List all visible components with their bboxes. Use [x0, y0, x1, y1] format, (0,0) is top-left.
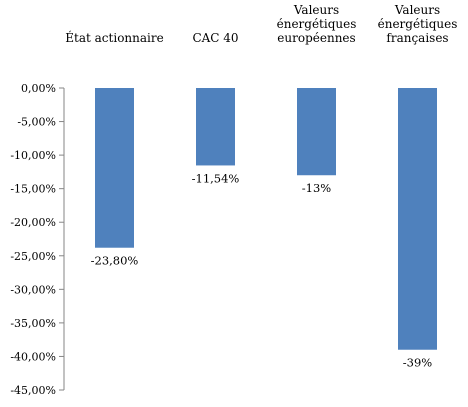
- bars: [95, 88, 437, 350]
- bar: [196, 88, 235, 166]
- data-label: -23,80%: [91, 254, 139, 268]
- y-tick-label: -5,00%: [17, 116, 56, 129]
- y-tick-label: -20,00%: [10, 216, 56, 229]
- bar: [95, 88, 134, 248]
- y-tick-label: 0,00%: [21, 82, 56, 95]
- category-label: Valeurs: [293, 3, 339, 17]
- bar: [297, 88, 336, 176]
- category-label: État actionnaire: [65, 30, 163, 45]
- y-axis: 0,00% -5,00% -10,00% -15,00% -20,00% -25,00% -…: [10, 82, 65, 397]
- y-tick-label: -40,00%: [10, 350, 56, 363]
- labels: -23,80% État actionnaire -11,54% CAC 40 -13%…: [65, 3, 457, 370]
- category-label: énergétiques: [277, 17, 357, 31]
- category-label: énergétiques: [378, 17, 458, 31]
- y-tick-label: -30,00%: [10, 283, 56, 296]
- category-label: Valeurs: [394, 3, 440, 17]
- y-tick-label: -45,00%: [10, 384, 56, 397]
- data-label: -39%: [403, 356, 433, 370]
- y-tick-label: -10,00%: [10, 149, 56, 162]
- category-label: CAC 40: [192, 31, 238, 45]
- y-tick-label: -15,00%: [10, 183, 56, 196]
- category-label: françaises: [386, 31, 448, 45]
- category-label: européennes: [277, 31, 355, 45]
- data-label: -11,54%: [192, 171, 240, 185]
- y-tick-label: -25,00%: [10, 250, 56, 263]
- data-label: -13%: [302, 181, 332, 195]
- y-tick-label: -35,00%: [10, 317, 56, 330]
- bar: [398, 88, 437, 350]
